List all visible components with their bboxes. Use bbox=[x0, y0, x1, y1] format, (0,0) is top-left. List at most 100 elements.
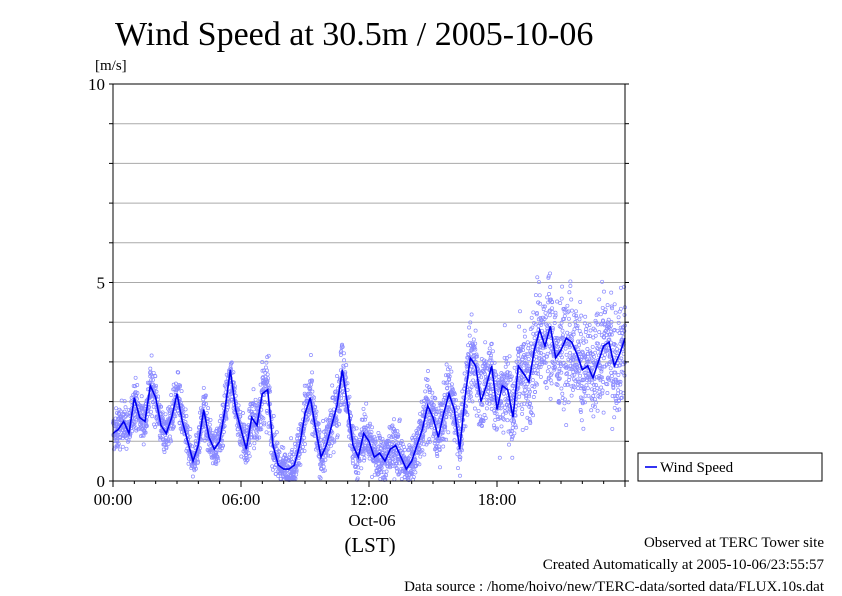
data-point bbox=[242, 422, 246, 427]
data-point bbox=[466, 390, 471, 394]
data-point bbox=[616, 315, 621, 320]
data-point bbox=[187, 434, 192, 439]
data-point bbox=[213, 438, 218, 443]
data-point bbox=[527, 387, 531, 392]
data-point bbox=[447, 383, 452, 388]
data-point bbox=[572, 313, 577, 318]
data-point bbox=[447, 374, 452, 379]
data-point bbox=[444, 437, 449, 442]
data-point bbox=[492, 360, 497, 365]
data-point bbox=[622, 329, 627, 333]
data-point bbox=[410, 472, 414, 477]
data-point bbox=[575, 323, 580, 328]
data-point bbox=[274, 471, 278, 476]
data-point bbox=[591, 382, 596, 387]
data-point bbox=[549, 371, 554, 376]
data-point bbox=[426, 369, 430, 373]
data-point bbox=[491, 349, 495, 354]
y-axis-ticks: 0 5 10 bbox=[88, 75, 629, 491]
data-point bbox=[532, 336, 537, 341]
data-point bbox=[573, 320, 578, 324]
data-point bbox=[604, 333, 609, 337]
data-point bbox=[524, 395, 529, 400]
data-point bbox=[493, 417, 498, 422]
data-point bbox=[519, 381, 524, 386]
data-point bbox=[305, 417, 310, 421]
data-point bbox=[527, 417, 532, 422]
data-point bbox=[452, 438, 457, 443]
data-point bbox=[179, 389, 184, 394]
data-point bbox=[417, 462, 422, 467]
data-point bbox=[335, 374, 339, 379]
data-point bbox=[533, 390, 538, 394]
data-point bbox=[331, 395, 335, 400]
data-point bbox=[131, 419, 136, 424]
data-point bbox=[329, 412, 334, 417]
wind-speed-line bbox=[112, 325, 626, 471]
data-point bbox=[537, 293, 542, 298]
data-point bbox=[599, 369, 604, 374]
data-point bbox=[432, 395, 437, 400]
data-point bbox=[162, 450, 167, 454]
data-point bbox=[506, 361, 510, 366]
data-point bbox=[261, 375, 266, 380]
data-point bbox=[512, 419, 517, 424]
data-point bbox=[155, 417, 160, 422]
data-point bbox=[541, 352, 546, 357]
data-point bbox=[541, 320, 546, 325]
data-point bbox=[592, 404, 597, 409]
data-point bbox=[303, 442, 307, 447]
data-point bbox=[544, 354, 549, 359]
x-tick-label: 00:00 bbox=[94, 490, 133, 509]
data-point bbox=[593, 350, 598, 355]
data-point bbox=[260, 360, 265, 365]
data-point bbox=[264, 360, 269, 365]
data-point bbox=[504, 375, 509, 380]
data-point bbox=[229, 360, 234, 365]
data-point bbox=[599, 385, 604, 390]
data-point bbox=[421, 433, 426, 438]
data-point bbox=[591, 403, 595, 408]
data-point bbox=[185, 423, 189, 428]
data-point bbox=[153, 424, 158, 429]
data-point bbox=[613, 343, 618, 348]
data-point bbox=[468, 352, 473, 357]
y-axis-label: [m/s] bbox=[95, 58, 127, 74]
data-point bbox=[600, 305, 605, 310]
data-point bbox=[567, 343, 572, 348]
data-point bbox=[118, 409, 123, 414]
data-point bbox=[534, 354, 539, 359]
data-point bbox=[520, 380, 525, 385]
data-point bbox=[321, 458, 325, 463]
data-point bbox=[553, 365, 557, 370]
data-point bbox=[151, 377, 155, 382]
legend-entry-wind-speed: Wind Speed bbox=[660, 460, 734, 476]
data-point bbox=[572, 372, 577, 377]
data-point bbox=[526, 343, 531, 348]
data-point bbox=[547, 313, 552, 318]
data-point bbox=[328, 408, 333, 413]
data-point bbox=[558, 301, 563, 306]
chart-title: Wind Speed at 30.5m / 2005-10-06 bbox=[115, 16, 593, 53]
x-tick-label: 06:00 bbox=[222, 490, 261, 509]
data-point bbox=[443, 395, 447, 400]
data-point bbox=[503, 364, 508, 369]
date-label: Oct-06 bbox=[348, 511, 395, 530]
data-point bbox=[435, 420, 440, 425]
data-point bbox=[505, 370, 510, 375]
data-point bbox=[586, 351, 591, 356]
data-point bbox=[313, 413, 318, 418]
data-point bbox=[596, 341, 600, 346]
data-point bbox=[612, 405, 617, 410]
data-point bbox=[612, 415, 617, 420]
data-point bbox=[517, 391, 522, 396]
data-point bbox=[564, 423, 569, 428]
data-point bbox=[149, 378, 154, 383]
data-point bbox=[313, 405, 318, 409]
data-point bbox=[594, 400, 599, 405]
data-point bbox=[543, 379, 548, 384]
data-point bbox=[367, 456, 372, 461]
data-point bbox=[558, 362, 563, 367]
data-point bbox=[393, 428, 398, 433]
data-point bbox=[609, 320, 614, 325]
